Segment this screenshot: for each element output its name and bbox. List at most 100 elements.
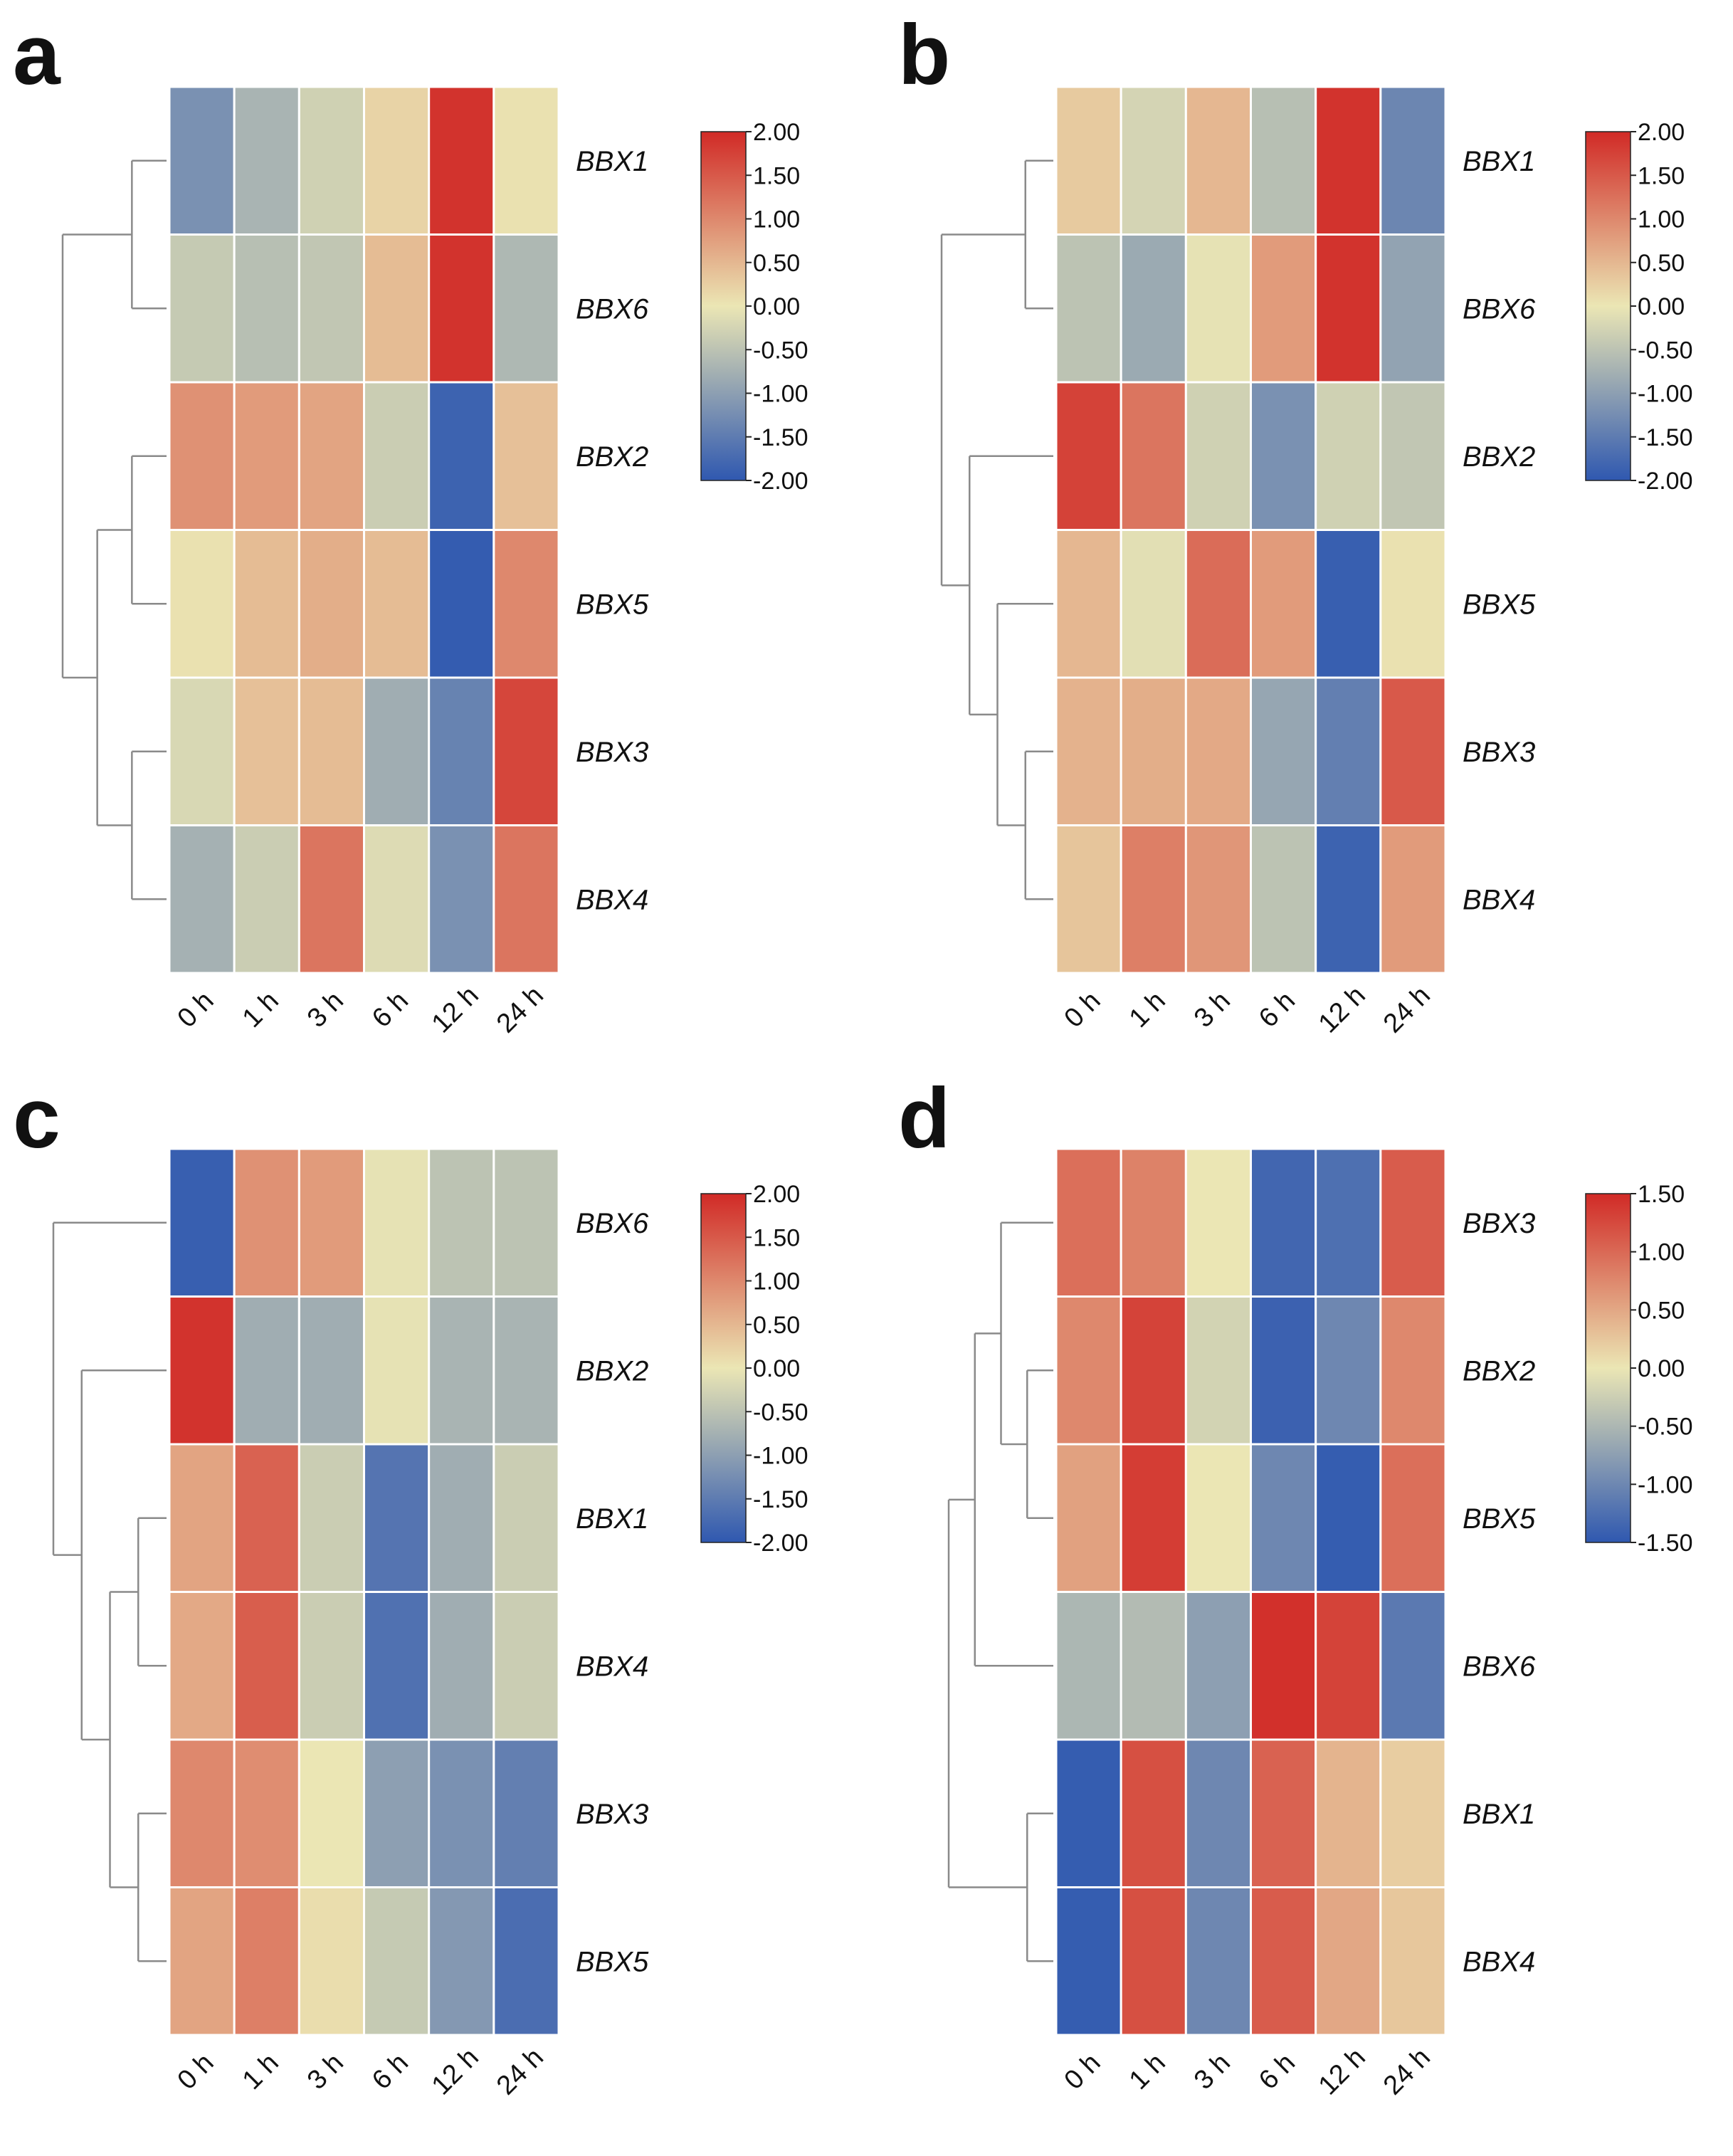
- row-label: BBX4: [576, 1651, 648, 1682]
- heatmap-cell: [297, 529, 366, 679]
- colorbar-tick-label: -2.00: [753, 1530, 808, 1557]
- colorbar: 2.00 1.50 1.00 0.50 0.00 -0.50 -1.00 -1.50 -2.00: [700, 1181, 808, 1557]
- row-label: BBX3: [576, 1799, 648, 1830]
- heatmap-cell: [168, 1738, 236, 1888]
- heatmap-cell: [168, 1443, 236, 1593]
- heatmap-cell: [1315, 85, 1382, 236]
- heatmap-cell: [1120, 529, 1187, 679]
- heatmap-cell: [1250, 381, 1317, 531]
- heatmap-cell: [1055, 233, 1122, 384]
- heatmap-cell: [1379, 233, 1447, 384]
- colorbar-tick-label: 0.00: [753, 293, 800, 320]
- heatmap-cell: [233, 676, 300, 826]
- heatmap-cell: [1315, 1295, 1382, 1446]
- heatmap-cell: [1250, 1591, 1317, 1741]
- heatmap-cell: [233, 1738, 300, 1888]
- row-label: BBX6: [576, 1208, 649, 1239]
- heatmap-cell: [1055, 529, 1122, 679]
- column-label: 6 h: [1253, 986, 1301, 1034]
- heatmap-cell: [233, 529, 300, 679]
- colorbar-tick-label: -0.50: [1638, 337, 1693, 364]
- heatmap-cell: [297, 381, 366, 531]
- heatmap-cell: [1055, 1886, 1122, 2036]
- column-label: 12 h: [1313, 981, 1371, 1039]
- row-label: BBX6: [576, 293, 649, 325]
- heatmap-cell: [492, 233, 560, 384]
- colorbar-tick-label: 0.50: [1638, 250, 1685, 277]
- colorbar-tick-label: 1.00: [753, 206, 800, 233]
- column-label: 1 h: [237, 986, 285, 1034]
- colorbar-gradient: [1586, 132, 1631, 480]
- panel-label: b: [898, 7, 950, 102]
- colorbar-tick-label: 1.00: [753, 1268, 800, 1295]
- heatmap-cell: [168, 529, 236, 679]
- heatmap-cell: [363, 824, 431, 974]
- column-label: 0 h: [172, 2048, 220, 2095]
- colorbar-tick-label: -1.50: [1638, 1530, 1693, 1557]
- heatmap-cell: [168, 676, 236, 826]
- heatmap-cell: [297, 1147, 366, 1298]
- colorbar-tick-label: -1.50: [753, 424, 808, 451]
- heatmap-cell: [1055, 676, 1122, 826]
- row-label: BBX2: [576, 1355, 648, 1387]
- colorbar-tick-label: 1.50: [1638, 162, 1685, 189]
- heatmap-cell: [428, 85, 495, 236]
- heatmap-cell: [1055, 381, 1122, 531]
- column-label: 24 h: [1378, 2043, 1436, 2101]
- heatmap-cell: [1184, 824, 1253, 974]
- dendrogram: [61, 159, 167, 900]
- heatmap-cell: [1379, 1443, 1447, 1593]
- heatmap-cell: [492, 85, 560, 236]
- heatmap-panel-d: d BBX3 BBX2 BBX5 BBX6 BBX1 BBX4 0 h 1 h 3 h 6 h 12 …: [898, 1071, 1693, 2101]
- row-label: BBX2: [1463, 1355, 1535, 1387]
- heatmap-cell: [363, 1443, 431, 1593]
- heatmap-cell: [363, 1295, 431, 1446]
- colorbar-tick-label: 0.50: [753, 250, 800, 277]
- heatmap-cell: [1379, 1591, 1447, 1741]
- colorbar-tick-label: -1.00: [1638, 381, 1693, 408]
- colorbar-tick-label: -1.50: [753, 1486, 808, 1513]
- heatmap-cell: [297, 676, 366, 826]
- colorbar-tick-label: 2.00: [753, 119, 800, 146]
- colorbar-tick-label: 2.00: [1638, 119, 1685, 146]
- colorbar: 2.00 1.50 1.00 0.50 0.00 -0.50 -1.00 -1.50 -2.00: [700, 119, 808, 495]
- heatmap-cell: [1120, 381, 1187, 531]
- column-label: 1 h: [1124, 2048, 1171, 2095]
- column-label: 6 h: [367, 2048, 414, 2095]
- heatmap-cell: [1055, 1295, 1122, 1446]
- heatmap-cell: [1250, 676, 1317, 826]
- colorbar-tick-label: 2.00: [753, 1181, 800, 1208]
- row-label: BBX1: [576, 146, 648, 177]
- colorbar-tick-label: -1.50: [1638, 424, 1693, 451]
- heatmap-cell: [1055, 824, 1122, 974]
- heatmap-cell: [1379, 1886, 1447, 2036]
- heatmap-cell: [428, 1295, 495, 1446]
- heatmap-cell: [1184, 1738, 1253, 1888]
- column-label: 3 h: [1189, 2048, 1236, 2095]
- heatmap-cell: [1184, 1147, 1253, 1298]
- heatmap-cell: [428, 1443, 495, 1593]
- heatmap-cell: [1315, 676, 1382, 826]
- heatmap-cell: [1120, 676, 1187, 826]
- colorbar-tick-label: 1.50: [1638, 1181, 1685, 1208]
- heatmap-cell: [1379, 676, 1447, 826]
- column-label: 6 h: [367, 986, 414, 1034]
- colorbar-tick-label: 0.00: [753, 1355, 800, 1382]
- heatmap-cell: [1120, 1738, 1187, 1888]
- colorbar-tick-label: -1.00: [1638, 1471, 1693, 1498]
- heatmap-cell: [492, 676, 560, 826]
- heatmap-cell: [1379, 529, 1447, 679]
- column-label: 12 h: [426, 2043, 485, 2101]
- colorbar-gradient: [701, 132, 746, 480]
- column-label: 12 h: [426, 981, 485, 1039]
- heatmap-cell: [1250, 1147, 1317, 1298]
- heatmap-cell: [1315, 381, 1382, 531]
- heatmap-cell: [1250, 1886, 1317, 2036]
- colorbar-gradient: [701, 1194, 746, 1542]
- row-label: BBX1: [576, 1503, 648, 1535]
- heatmap-cell: [363, 1886, 431, 2036]
- heatmap-cell: [363, 529, 431, 679]
- heatmap-cell: [297, 85, 366, 236]
- colorbar-tick-label: -2.00: [753, 468, 808, 495]
